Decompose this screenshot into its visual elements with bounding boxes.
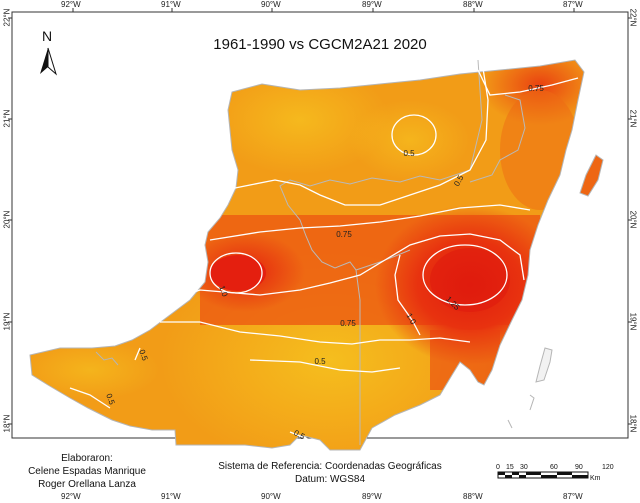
lon-top-87: 87°W [563,0,583,9]
contour-label: 1.0 [217,284,229,298]
scale-tick-120: 120 [602,464,614,471]
lat-right-18: 18°N [628,414,638,433]
lon-top-91: 91°W [161,0,181,9]
lon-bottom-90: 90°W [261,492,281,501]
lat-left-20: 20°N [2,210,12,229]
contour-label: 0.75 [336,230,352,239]
graticule-ticks [8,8,632,425]
contour-label: 0.5 [137,348,149,362]
contour-label: 0.75 [528,84,544,93]
credits-heading: Elaboraron: [61,453,113,464]
state-boundaries [279,59,526,445]
contour-label: 0.5 [403,149,415,158]
credits-block: Elaboraron: Celene Espadas Manrique Roge… [12,452,162,491]
scale-unit: Km [590,475,601,482]
north-arrow-icon [40,47,57,76]
lon-top-92: 92°W [61,0,81,9]
lat-right-20: 20°N [628,210,638,229]
scale-tick-30: 30 [520,464,528,471]
contour-label: 0.5 [314,357,326,366]
lat-right-21: 21°N [628,109,638,128]
reference-block: Sistema de Referencia: Coordenadas Geogr… [190,460,470,486]
scale-tick-60: 60 [550,464,558,471]
lon-bottom-89: 89°W [362,492,382,501]
lon-top-88: 88°W [463,0,483,9]
map-title: 1961-1990 vs CGCM2A21 2020 [213,36,427,53]
lon-bottom-87: 87°W [563,492,583,501]
lon-bottom-92: 92°W [61,492,81,501]
coastal-islands [95,347,553,429]
reference-datum: Datum: WGS84 [294,474,366,485]
contour-lines [69,61,579,441]
lat-left-18: 18°N [2,414,12,433]
contour-label: 0.75 [340,319,356,328]
scale-tick-15: 15 [506,464,514,471]
scale-tick-90: 90 [575,464,583,471]
lon-top-89: 89°W [362,0,382,9]
lat-right-22: 22°N [628,8,638,27]
lat-left-21: 21°N [2,109,12,128]
lat-right-19: 19°N [628,312,638,331]
credits-author-1: Celene Espadas Manrique [28,466,146,477]
lon-top-90: 90°W [261,0,281,9]
credits-author-2: Roger Orellana Lanza [38,479,136,490]
lat-left-22: 22°N [2,8,12,27]
scale-tick-0: 0 [496,464,500,471]
lon-bottom-88: 88°W [463,492,483,501]
island-cozumel [579,154,604,197]
reference-system: Sistema de Referencia: Coordenadas Geogr… [218,461,442,472]
contour-label: 0.5 [104,392,116,406]
lon-bottom-91: 91°W [161,492,181,501]
north-label: N [42,28,53,44]
scale-bar: 0 15 30 60 90 120 Km [496,464,614,482]
lat-left-19: 19°N [2,312,12,331]
